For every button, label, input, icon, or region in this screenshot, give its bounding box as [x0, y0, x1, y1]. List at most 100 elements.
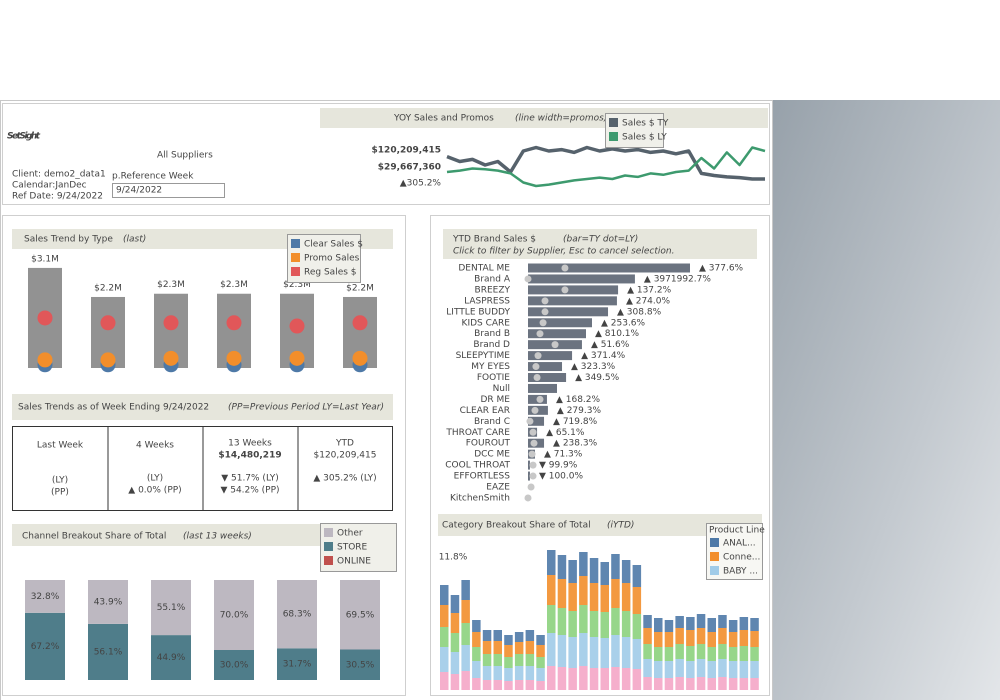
- bar-segment: [482, 654, 492, 666]
- bar-segment: [611, 579, 620, 608]
- dot: [163, 350, 179, 366]
- panel-title: Sales Trends as of Week Ending 9/24/2022: [18, 403, 209, 413]
- bar-segment: [482, 630, 492, 641]
- parameter-input[interactable]: [112, 183, 225, 198]
- bar: [528, 416, 545, 426]
- dot: [527, 483, 535, 491]
- bar-segment: [632, 639, 642, 669]
- bar-segment: [621, 560, 631, 583]
- bar-segment: [25, 612, 65, 680]
- kpi: ▲305.2%: [400, 179, 442, 189]
- annotation: 11.8%: [439, 553, 468, 563]
- category-label: Brand B: [474, 329, 510, 339]
- bar-segment: [536, 681, 545, 690]
- data-label: 44.9%: [157, 653, 186, 663]
- table-cell: (PP): [51, 488, 69, 498]
- change-label: ▼ 100.0%: [539, 472, 584, 482]
- bar-segment: [440, 605, 449, 627]
- data-label: 32.8%: [31, 592, 60, 602]
- page-title: All Suppliers: [157, 151, 213, 161]
- dot: [536, 395, 544, 403]
- bar-segment: [739, 678, 749, 690]
- bar-segment: [696, 659, 706, 677]
- dot: [352, 350, 368, 366]
- table-cell: $120,209,415: [314, 451, 377, 461]
- dot: [534, 352, 542, 360]
- data-label: 30.0%: [220, 661, 249, 671]
- bar-segment: [461, 600, 470, 623]
- data-label: 31.7%: [283, 660, 312, 670]
- bar-segment: [675, 616, 684, 628]
- bar-segment: [557, 667, 567, 690]
- data-label: $2.2M: [346, 283, 374, 293]
- table-cell: ▲ 0.0% (PP): [128, 486, 181, 496]
- bar-segment: [728, 632, 738, 647]
- category-label: KIDS CARE: [462, 318, 511, 328]
- bar-segment: [739, 646, 749, 661]
- table-cell: (LY): [52, 476, 68, 486]
- bar-segment: [600, 668, 609, 690]
- change-label: ▲ 3971992.7%: [644, 274, 711, 284]
- bar-segment: [675, 659, 684, 677]
- bar-segment: [632, 669, 642, 690]
- logo: SetSight: [7, 132, 41, 142]
- category-label: FOUROUT: [466, 439, 511, 449]
- bar: [528, 329, 586, 339]
- bar-segment: [579, 605, 588, 633]
- sparkline: [446, 146, 766, 188]
- dot: [524, 275, 532, 283]
- dot: [528, 450, 536, 458]
- category-label: CLEAR EAR: [460, 406, 510, 416]
- panel-title: Channel Breakout Share of Total: [22, 532, 166, 542]
- bar-segment: [504, 635, 513, 645]
- bar-segment: [514, 632, 524, 642]
- bar-segment: [472, 632, 481, 647]
- category-label: THROAT CARE: [445, 428, 510, 438]
- change-label: ▲ 719.8%: [553, 417, 598, 427]
- dot: [532, 363, 540, 371]
- bar: [528, 296, 617, 306]
- bar-segment: [568, 560, 577, 583]
- bar: [528, 285, 619, 295]
- bar-segment: [739, 630, 749, 646]
- table-cell: ▼ 54.2% (PP): [220, 486, 279, 496]
- bar: [528, 307, 609, 317]
- bar-segment: [340, 649, 380, 680]
- legend-swatch: [291, 239, 300, 248]
- category-label: DENTAL ME: [458, 264, 510, 274]
- legend-label: BABY ...: [723, 567, 758, 577]
- bar: [528, 362, 563, 372]
- bar-segment: [547, 575, 556, 605]
- bar-segment: [525, 641, 535, 654]
- bar-segment: [461, 580, 470, 600]
- info-text: Ref Date: 9/24/2022: [12, 192, 103, 202]
- bar-segment: [718, 615, 727, 628]
- dot: [289, 318, 305, 334]
- dot: [226, 350, 242, 366]
- bar-segment: [728, 620, 738, 632]
- bar-segment: [493, 666, 502, 680]
- bar-segment: [654, 661, 663, 678]
- bar-segment: [589, 558, 599, 583]
- dot: [352, 315, 368, 331]
- title-bar: [443, 229, 757, 259]
- dot: [541, 308, 549, 316]
- bar-segment: [514, 654, 524, 666]
- bar-segment: [686, 617, 695, 630]
- bar-segment: [611, 554, 620, 579]
- data-label: 67.2%: [31, 642, 60, 652]
- bar-segment: [728, 647, 738, 661]
- bar-segment: [739, 661, 749, 678]
- bar-segment: [718, 628, 727, 644]
- background: [773, 100, 1000, 700]
- bar-segment: [557, 555, 567, 579]
- bar-segment: [493, 630, 502, 641]
- table-cell: YTD: [335, 439, 354, 449]
- category-label: Null: [493, 384, 510, 394]
- bar-segment: [579, 666, 588, 690]
- bar-segment: [557, 635, 567, 667]
- legend: [320, 523, 397, 572]
- parameter-value: 9/24/2022: [116, 186, 162, 196]
- data-label: 43.9%: [94, 597, 123, 607]
- bar-segment: [611, 608, 620, 635]
